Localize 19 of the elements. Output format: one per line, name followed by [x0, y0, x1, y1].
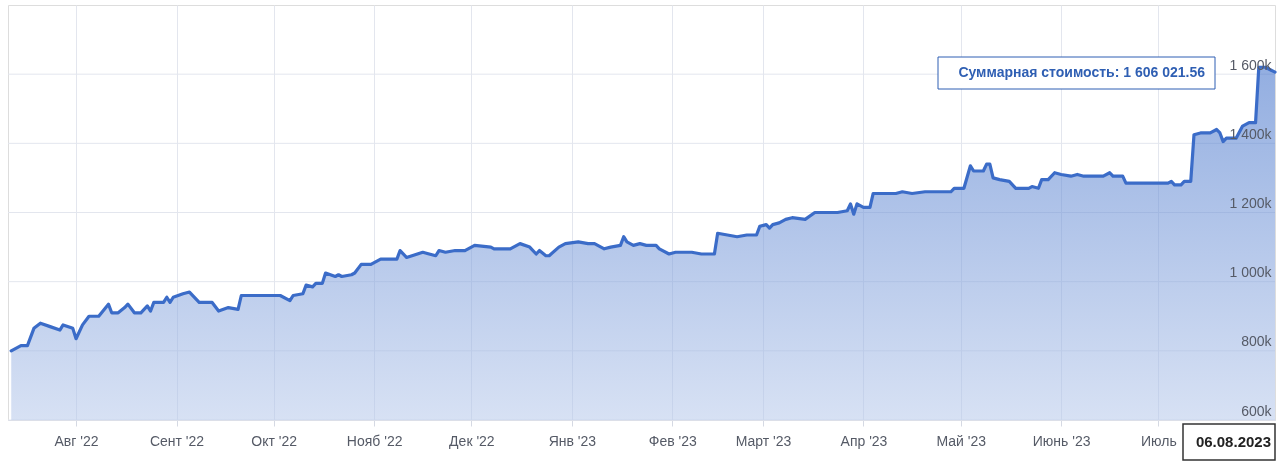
x-tick-label: Фев '23: [648, 432, 697, 449]
y-tick-label: 1 600k: [1229, 56, 1273, 73]
x-tick-label: Дек '22: [449, 432, 495, 449]
x-tick-label: Сент '22: [149, 432, 205, 449]
x-tick-label: Окт '22: [251, 432, 298, 449]
y-tick-label: 600k: [1241, 402, 1273, 419]
x-tick-label: Янв '23: [548, 432, 597, 449]
x-tick-label: Апр '23: [840, 432, 888, 449]
y-tick-label: 800k: [1241, 333, 1273, 350]
annotation: Суммарная стоимость: 1 606 021.56: [958, 64, 1206, 80]
x-tick-label: Июнь '23: [1032, 432, 1091, 449]
x-tick-label: Июль: [1140, 432, 1177, 449]
y-tick-label: 1 200k: [1229, 195, 1273, 211]
annotation: 06.08.2023: [1195, 433, 1271, 450]
x-tick-label: Май '23: [936, 432, 987, 449]
x-tick-label: Нояб '22: [346, 432, 403, 449]
x-tick-label: Март '23: [735, 432, 792, 449]
y-tick-label: 1 000k: [1229, 264, 1273, 281]
x-tick-label: Авг '22: [54, 432, 99, 449]
